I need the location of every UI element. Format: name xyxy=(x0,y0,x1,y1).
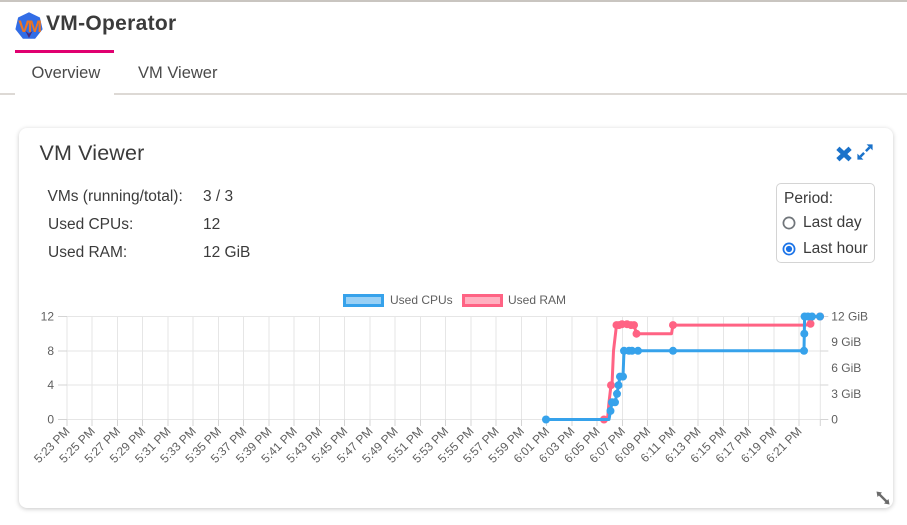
svg-text:3 GiB: 3 GiB xyxy=(831,387,861,401)
svg-text:12: 12 xyxy=(41,310,55,324)
svg-text:9 GiB: 9 GiB xyxy=(831,335,861,349)
svg-text:8: 8 xyxy=(47,344,54,358)
svg-text:0: 0 xyxy=(47,413,54,427)
svg-text:0: 0 xyxy=(831,413,838,427)
svg-text:VM: VM xyxy=(18,17,42,36)
svg-text:6 GiB: 6 GiB xyxy=(831,361,861,375)
svg-text:12 GiB: 12 GiB xyxy=(831,310,868,324)
svg-text:4: 4 xyxy=(47,378,54,392)
